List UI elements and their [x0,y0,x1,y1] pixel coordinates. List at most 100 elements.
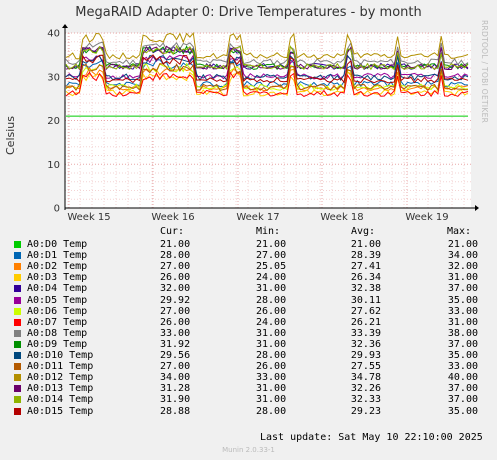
legend-min: 31.00 [256,327,287,339]
legend-max: 33.00 [447,361,478,373]
legend-swatch [14,363,21,371]
legend-cur: 21.00 [160,239,191,250]
legend-swatch [14,274,21,282]
legend-label: A0:D9 Temp [27,338,88,350]
legend-cur: 31.28 [160,383,191,395]
header-cur: Cur: [160,226,185,237]
legend-label: A0:D13 Temp [27,383,94,395]
legend-avg: 27.62 [350,305,381,317]
legend-label: A0:D3 Temp [27,272,88,284]
legend-label: A0:D5 Temp [27,294,88,306]
legend-row: A0:D10 Temp 29.56 28.00 29.93 35.00 [0,350,497,361]
legend-max: 21.00 [447,239,478,250]
legend-swatch [14,252,21,260]
legend-max: 31.00 [447,316,478,328]
legend-max: 35.00 [447,350,478,361]
y-tick-label: 10 [47,160,60,171]
legend-label: A0:D8 Temp [27,327,88,339]
legend-label: A0:D1 Temp [27,250,88,262]
x-axis-arrow [475,205,479,211]
legend-swatch [14,263,21,271]
series-line [65,32,469,60]
legend-cur: 28.00 [160,250,191,262]
legend-avg: 26.34 [350,272,381,284]
legend-header: Cur: Min: Avg: Max: [0,226,497,237]
legend-avg: 32.36 [350,338,381,350]
legend-min: 21.00 [256,239,287,250]
legend-label: A0:D0 Temp [27,239,88,250]
legend-avg: 34.78 [350,372,381,384]
legend-max: 31.00 [447,272,478,284]
x-tick-label: Week 17 [236,212,279,223]
legend-avg: 29.23 [350,405,381,417]
legend-row: A0:D9 Temp 31.92 31.00 32.36 37.00 [0,339,497,350]
y-tick-label: 40 [47,29,60,40]
legend-min: 33.00 [256,372,287,384]
legend-swatch [14,296,21,304]
legend-cur: 27.00 [160,305,191,317]
last-update: Last update: Sat May 10 22:10:00 2025 [260,432,483,443]
legend-min: 31.00 [256,283,287,295]
legend-max: 34.00 [447,250,478,262]
header-min: Min: [256,226,281,237]
header-max: Max: [447,226,472,237]
legend-avg: 33.39 [350,327,381,339]
legend-max: 35.00 [447,294,478,306]
legend-max: 40.00 [447,372,478,384]
legend-min: 28.00 [256,405,287,417]
legend-max: 33.00 [447,305,478,317]
legend-row: A0:D2 Temp 27.00 25.05 27.41 32.00 [0,261,497,272]
legend-swatch [14,407,21,415]
legend-row: A0:D5 Temp 29.92 28.00 30.11 35.00 [0,295,497,306]
chart-title: MegaRAID Adapter 0: Drive Temperatures -… [75,5,422,20]
legend-row: A0:D13 Temp 31.28 31.00 32.26 37.00 [0,383,497,394]
legend-swatch [14,352,21,359]
legend-avg: 21.00 [350,239,381,250]
legend-avg: 29.93 [350,350,381,361]
legend-avg: 27.41 [350,261,381,273]
legend-row: A0:D4 Temp 32.00 31.00 32.38 37.00 [0,283,497,294]
legend-cur: 26.00 [160,316,191,328]
legend-row: A0:D0 Temp 21.00 21.00 21.00 21.00 [0,239,497,250]
legend-label: A0:D11 Temp [27,361,94,373]
legend-avg: 28.39 [350,250,381,262]
temperature-chart: 0 10 20 30 40 Week 15 Week 16 Week 17 Week 18 Wee… [47,24,479,223]
legend-swatch [14,396,21,404]
legend-row: A0:D1 Temp 28.00 27.00 28.39 34.00 [0,250,497,261]
rrdtool-credit: RRDTOOL / TOBI OETIKER [480,20,489,124]
legend-cur: 29.92 [160,294,191,306]
legend-min: 24.00 [256,272,287,284]
legend-cur: 34.00 [160,372,191,384]
x-tick-label: Week 19 [405,212,448,223]
legend-min: 28.00 [256,294,287,306]
legend-cur: 27.00 [160,261,191,273]
series-line [65,54,469,84]
header-avg: Avg: [351,226,376,237]
legend-swatch [14,285,21,293]
legend-min: 31.00 [256,383,287,395]
legend-min: 24.00 [256,316,287,328]
legend-max: 37.00 [447,283,478,295]
legend-max: 32.00 [447,261,478,273]
legend-swatch [14,241,21,248]
legend-row: A0:D12 Temp 34.00 33.00 34.78 40.00 [0,372,497,383]
munin-version: Munin 2.0.33-1 [222,446,275,454]
series-line [65,71,469,98]
legend-avg: 30.11 [350,294,381,306]
legend-cur: 27.00 [160,361,191,373]
legend-max: 37.00 [447,394,478,406]
legend-label: A0:D7 Temp [27,316,88,328]
legend-avg: 32.26 [350,383,381,395]
legend-row: A0:D6 Temp 27.00 26.00 27.62 33.00 [0,306,497,317]
x-tick-label: Week 18 [320,212,363,223]
x-tick-label: Week 15 [67,212,110,223]
legend-row: A0:D15 Temp 28.88 28.00 29.23 35.00 [0,406,497,417]
legend-swatch [14,318,21,326]
legend-swatch [14,340,21,348]
legend-swatch [14,374,21,382]
legend-cur: 29.56 [160,350,191,361]
legend-row: A0:D8 Temp 33.00 31.00 33.39 38.00 [0,328,497,339]
y-tick-label: 0 [54,204,60,215]
legend-max: 37.00 [447,338,478,350]
legend-row: A0:D14 Temp 31.90 31.00 32.33 37.00 [0,394,497,405]
